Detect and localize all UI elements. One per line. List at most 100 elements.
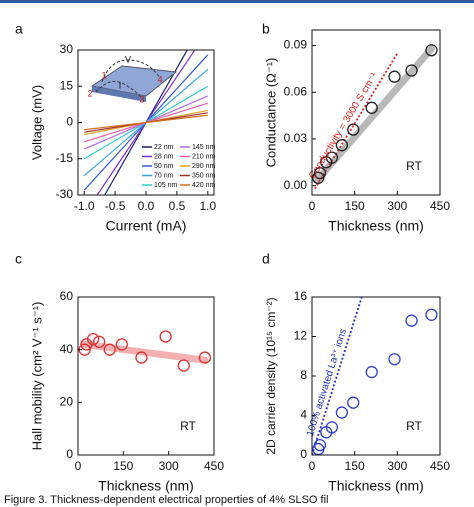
- y-tick-label: 16: [294, 289, 308, 303]
- inset-label: V: [125, 54, 131, 64]
- panel-label: b: [262, 21, 270, 37]
- inset-side: [92, 86, 146, 102]
- panel-label: a: [15, 21, 23, 37]
- y-tick-label: 0.03: [284, 131, 308, 145]
- y-tick-label: 0.06: [284, 84, 308, 98]
- legend-label: 290 nm: [192, 163, 216, 170]
- y-axis-label: 2D carrier density (10¹⁵ cm⁻²): [264, 297, 278, 454]
- data-point: [425, 44, 438, 57]
- legend-label: 22 nm: [154, 144, 174, 151]
- annotation: RT: [180, 419, 196, 433]
- data-point: [347, 123, 360, 136]
- legend-label: 210 nm: [192, 153, 216, 160]
- x-axis-label: Thickness (nm): [328, 218, 424, 234]
- x-tick-label: 150: [345, 459, 365, 473]
- x-tick-label: 450: [430, 199, 450, 213]
- data-point: [335, 406, 349, 419]
- x-axis-label: Thickness (nm): [328, 478, 424, 494]
- axes-frame: [77, 296, 215, 456]
- y-axis-label: Conductance (Ω⁻¹): [263, 58, 278, 168]
- data-point: [93, 335, 106, 348]
- inset-label: I: [119, 80, 122, 90]
- series-line: [84, 114, 208, 131]
- panel: a Current (mA) Voltage (mV) -1.0 -0.5 0.0 0.5 1…: [15, 21, 216, 234]
- legend-label: 350 nm: [192, 172, 216, 179]
- data-point: [159, 330, 172, 343]
- data-point: [135, 351, 148, 364]
- panel-label: d: [262, 251, 270, 267]
- y-tick-label: 30: [60, 42, 74, 56]
- data-point: [405, 314, 418, 327]
- y-tick-label: 20: [60, 395, 74, 409]
- panel: d Thickness (nm) 2D carrier density (10¹⁵ …: [262, 251, 450, 494]
- caption: Figure 3. Thickness-dependent electrical…: [4, 494, 328, 506]
- legend-label: 420 nm: [192, 182, 216, 189]
- axes-frame: [311, 29, 441, 196]
- x-tick-label: 0: [309, 199, 316, 213]
- legend-label: 105 nm: [154, 182, 178, 189]
- inset-label: 3: [139, 94, 144, 104]
- inset-sample: [90, 65, 178, 97]
- panel: c Thickness (nm) Hall mobility (cm² V⁻¹ s⁻…: [15, 251, 224, 494]
- data-point: [198, 351, 212, 364]
- annotation: RT: [406, 419, 422, 433]
- data-point: [365, 365, 378, 379]
- data-point: [115, 338, 128, 351]
- plot-area: [312, 297, 438, 455]
- panel: b Thickness (nm) Conductance (Ω⁻¹) 0 150 300 4…: [262, 21, 450, 234]
- x-tick-label: 150: [345, 199, 365, 213]
- inset-wire-i: [95, 80, 141, 97]
- inset-label: 1: [101, 70, 106, 80]
- data-point: [425, 308, 438, 321]
- x-tick-label: 450: [204, 459, 224, 473]
- axes-frame: [77, 49, 215, 196]
- panel-label: c: [15, 251, 22, 267]
- x-tick-label: 0.0: [138, 199, 155, 213]
- plot-area: [78, 330, 212, 372]
- y-tick-label: 0: [300, 447, 307, 461]
- data-point: [103, 343, 116, 356]
- y-tick-label: 4: [300, 408, 307, 422]
- data-point: [365, 101, 378, 114]
- inset-label: 4: [157, 74, 162, 84]
- y-tick-label: 0.09: [284, 38, 308, 52]
- x-tick-label: -0.5: [105, 199, 126, 213]
- x-tick-label: 0.5: [169, 199, 186, 213]
- inset-label: 2: [87, 88, 92, 98]
- data-point: [313, 167, 327, 180]
- y-tick-label: -30: [56, 187, 74, 201]
- x-tick-label: 0: [309, 459, 316, 473]
- data-point: [325, 421, 339, 434]
- x-tick-label: 1.0: [199, 199, 216, 213]
- guide-line: [314, 52, 399, 190]
- annotation: RT: [406, 159, 422, 173]
- x-axis-label: Thickness (nm): [98, 478, 194, 494]
- legend-label: 28 nm: [154, 153, 174, 160]
- x-axis-label: Current (mA): [106, 218, 187, 234]
- y-tick-label: -15: [56, 151, 74, 165]
- y-tick-label: 8: [300, 368, 307, 382]
- data-point: [313, 438, 327, 452]
- legend-label: 145 nm: [192, 144, 216, 151]
- x-tick-label: 0: [75, 459, 82, 473]
- fit-band: [314, 45, 435, 183]
- plot-area: [312, 44, 438, 190]
- y-tick-label: 0: [66, 115, 73, 129]
- plot-area: [83, 50, 209, 195]
- x-tick-label: 300: [159, 459, 179, 473]
- guide-label: Conductivity = 3000 S cm⁻¹: [307, 70, 380, 181]
- top-bar: [0, 0, 474, 3]
- data-point: [388, 70, 401, 83]
- data-point: [86, 332, 100, 346]
- x-tick-label: 150: [113, 459, 133, 473]
- data-point: [177, 359, 190, 372]
- x-tick-label: -1.0: [74, 199, 95, 213]
- x-tick-label: 300: [387, 199, 407, 213]
- guide-line: [312, 297, 363, 455]
- y-tick-label: 40: [60, 342, 74, 356]
- y-tick-label: 0.00: [284, 178, 308, 192]
- y-axis-label: Hall mobility (cm² V⁻¹ s⁻¹): [29, 302, 44, 451]
- y-tick-label: 12: [294, 329, 308, 343]
- legend-label: 70 nm: [154, 172, 174, 179]
